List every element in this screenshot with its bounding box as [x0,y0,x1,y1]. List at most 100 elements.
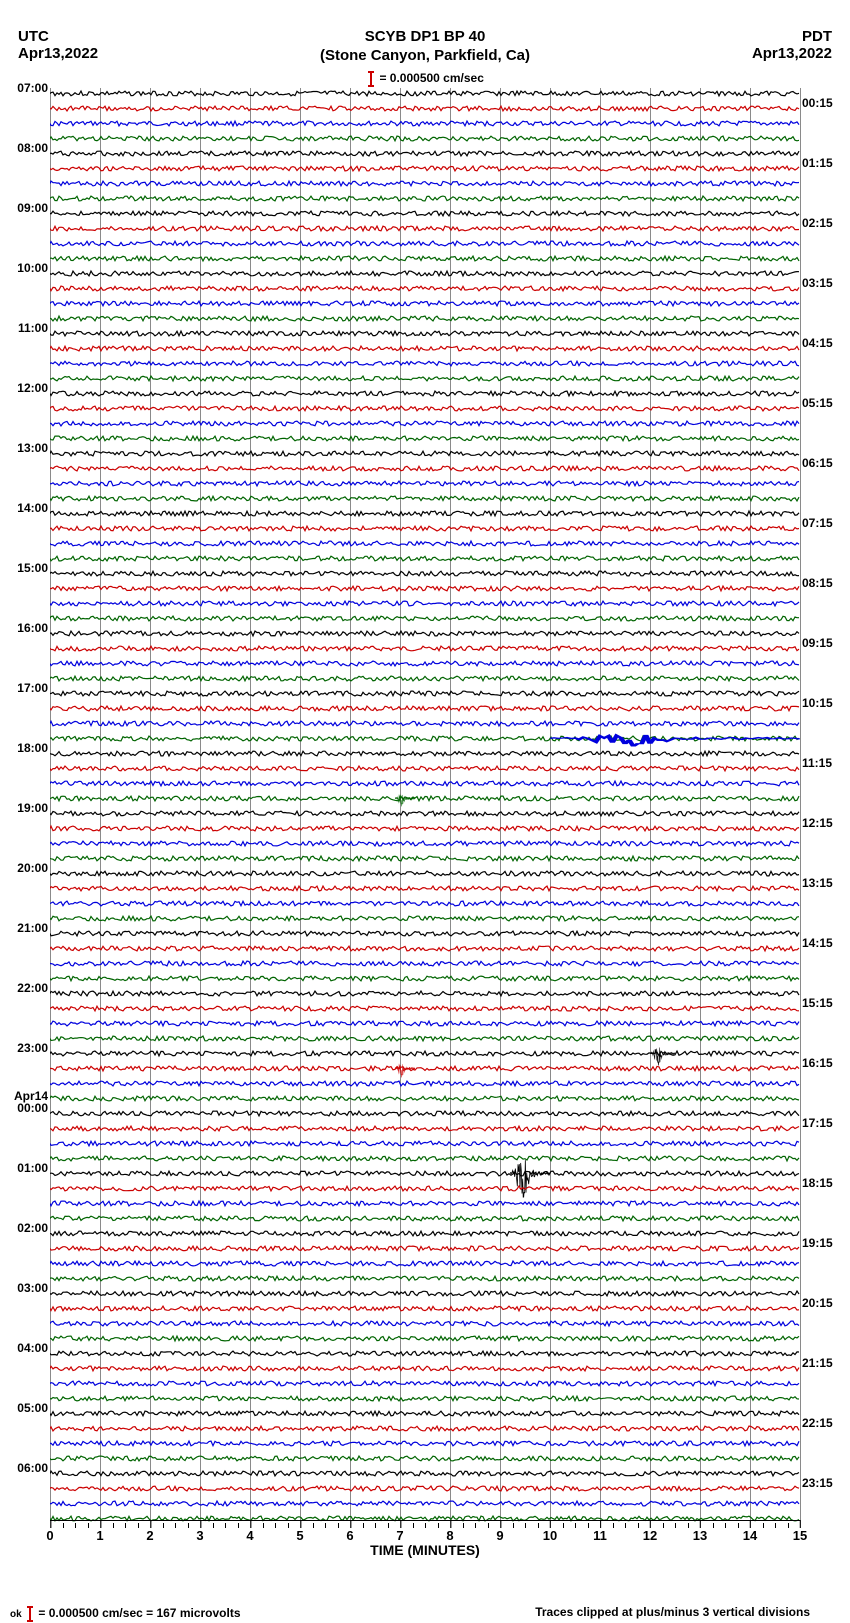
utc-label: 15:00 [2,561,48,575]
x-tick: 2 [146,1528,153,1543]
x-tick-minor [225,1523,226,1528]
x-tick-minor [525,1523,526,1528]
x-tick-minor [63,1523,64,1528]
pdt-label: 03:15 [802,276,848,290]
subtitle: (Stone Canyon, Parkfield, Ca) [0,47,850,64]
x-tick: 8 [446,1528,453,1543]
x-tick-minor [763,1523,764,1528]
pdt-label: 06:15 [802,456,848,470]
pdt-label: 07:15 [802,516,848,530]
x-tick-minor [425,1523,426,1528]
pdt-label: 04:15 [802,336,848,350]
footer-left: ok = 0.000500 cm/sec = 167 microvolts [10,1605,241,1623]
x-tick-minor [563,1523,564,1528]
utc-label: 20:00 [2,861,48,875]
x-tick: 3 [196,1528,203,1543]
x-tick: 10 [543,1528,557,1543]
x-tick-minor [475,1523,476,1528]
x-tick-minor [413,1523,414,1528]
utc-label: 14:00 [2,501,48,515]
pdt-label: 13:15 [802,876,848,890]
scale-tick-icon [366,70,376,88]
header-left: UTC Apr13,2022 [18,28,98,62]
x-tick-minor [488,1523,489,1528]
x-tick-minor [88,1523,89,1528]
pdt-label: 11:15 [802,756,848,770]
tz-left: UTC [18,28,98,45]
day-break-label: Apr14 [2,1089,48,1103]
pdt-label: 21:15 [802,1356,848,1370]
x-tick-minor [288,1523,289,1528]
x-tick-minor [163,1523,164,1528]
pdt-label: 16:15 [802,1056,848,1070]
x-tick: 0 [46,1528,53,1543]
utc-label: 16:00 [2,621,48,635]
x-tick: 6 [346,1528,353,1543]
utc-label: 01:00 [2,1161,48,1175]
gridline [800,88,801,1528]
x-tick-minor [338,1523,339,1528]
utc-label: 10:00 [2,261,48,275]
x-tick-minor [438,1523,439,1528]
x-tick-minor [263,1523,264,1528]
scale-text: = 0.000500 cm/sec [0,70,850,88]
utc-label: 12:00 [2,381,48,395]
x-tick-minor [113,1523,114,1528]
x-tick-minor [713,1523,714,1528]
title: SCYB DP1 BP 40 [0,28,850,45]
x-tick-minor [513,1523,514,1528]
pdt-label: 22:15 [802,1416,848,1430]
utc-label: 04:00 [2,1341,48,1355]
x-axis-title: TIME (MINUTES) [50,1542,800,1558]
pdt-label: 02:15 [802,216,848,230]
pdt-label: 08:15 [802,576,848,590]
x-tick-minor [363,1523,364,1528]
pdt-label: 23:15 [802,1476,848,1490]
x-tick: 13 [693,1528,707,1543]
x-tick-minor [463,1523,464,1528]
x-tick: 5 [296,1528,303,1543]
x-tick: 12 [643,1528,657,1543]
pdt-label: 18:15 [802,1176,848,1190]
utc-label: 09:00 [2,201,48,215]
x-tick-minor [213,1523,214,1528]
utc-label: 03:00 [2,1281,48,1295]
utc-label: 00:00 [2,1101,48,1115]
date-left: Apr13,2022 [18,45,98,62]
utc-label: 11:00 [2,321,48,335]
x-tick-minor [575,1523,576,1528]
x-tick-minor [638,1523,639,1528]
x-tick-minor [688,1523,689,1528]
pdt-label: 15:15 [802,996,848,1010]
x-tick: 15 [793,1528,807,1543]
utc-label: 08:00 [2,141,48,155]
x-tick-minor [738,1523,739,1528]
x-tick-minor [663,1523,664,1528]
utc-label: 22:00 [2,981,48,995]
x-tick: 11 [593,1528,607,1543]
x-tick-minor [325,1523,326,1528]
x-tick-minor [675,1523,676,1528]
x-tick: 14 [743,1528,757,1543]
x-tick-minor [313,1523,314,1528]
utc-label: 21:00 [2,921,48,935]
pdt-label: 17:15 [802,1116,848,1130]
utc-label: 19:00 [2,801,48,815]
pdt-label: 20:15 [802,1296,848,1310]
x-axis-line [50,1520,800,1521]
x-axis: TIME (MINUTES) 0123456789101112131415 [50,1528,800,1558]
pdt-label: 12:15 [802,816,848,830]
x-tick-minor [538,1523,539,1528]
pdt-label: 10:15 [802,696,848,710]
pdt-label: 14:15 [802,936,848,950]
footer-scale-icon [25,1605,35,1623]
utc-label: 18:00 [2,741,48,755]
x-tick: 9 [496,1528,503,1543]
x-tick-minor [788,1523,789,1528]
pdt-label: 05:15 [802,396,848,410]
utc-label: 17:00 [2,681,48,695]
x-tick-minor [625,1523,626,1528]
utc-label: 05:00 [2,1401,48,1415]
x-tick: 1 [96,1528,103,1543]
utc-label: 02:00 [2,1221,48,1235]
